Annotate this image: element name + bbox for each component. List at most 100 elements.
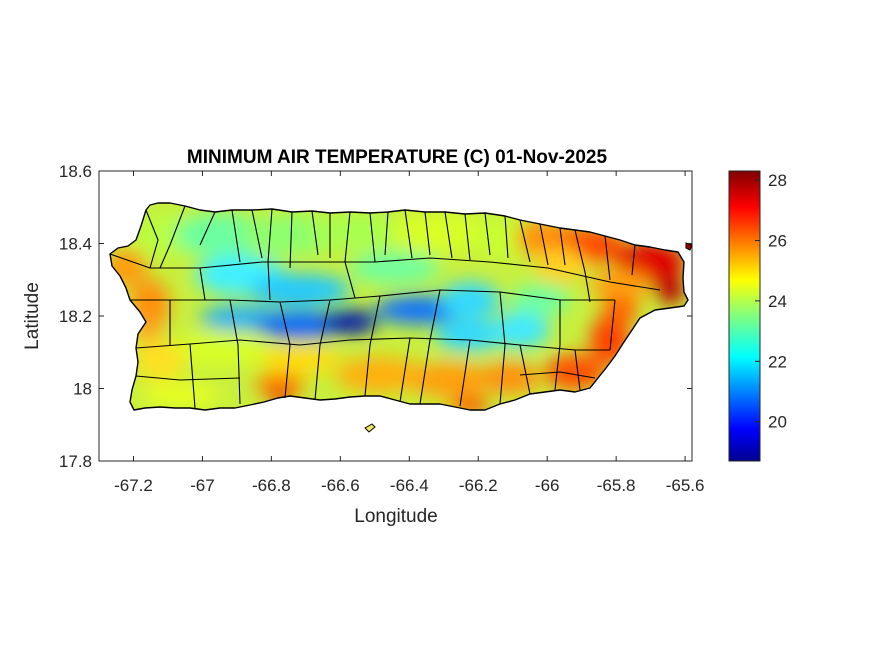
caja-de-muertos-island (364, 423, 376, 433)
municipality-boundary (344, 261, 356, 299)
municipality-boundary (279, 301, 291, 399)
x-tick-label: -66.4 (390, 476, 429, 495)
temperature-field (110, 212, 685, 410)
municipality-boundary (199, 211, 216, 246)
temperature-patch (310, 214, 410, 250)
y-tick-label: 18 (73, 380, 92, 399)
temperature-patch (135, 340, 185, 380)
municipality-boundary (584, 271, 591, 303)
municipality-boundary (444, 211, 453, 259)
municipality-boundary (604, 235, 611, 281)
temperature-patch (490, 312, 550, 348)
coastline (109, 202, 689, 411)
temperature-patch (510, 284, 570, 316)
temperature-patch (480, 362, 540, 394)
east-islet (685, 242, 693, 251)
municipality-boundary (199, 267, 206, 301)
municipality-boundary (384, 211, 389, 256)
colorbar-tick-label: 20 (768, 413, 787, 432)
municipality-boundary (109, 253, 661, 291)
municipality-boundary (311, 210, 319, 256)
temperature-patch (602, 296, 638, 324)
municipality-boundary (484, 212, 491, 256)
municipality-boundaries (109, 205, 661, 409)
municipality-boundary (135, 375, 241, 381)
municipality-boundary (631, 244, 636, 276)
temperature-patch (435, 319, 505, 351)
temperature-patch (655, 276, 685, 304)
x-tick-label: -66.2 (459, 476, 498, 495)
municipality-boundary (189, 343, 196, 409)
municipality-boundary (267, 261, 271, 301)
municipality-boundary (574, 229, 586, 273)
municipality-boundary (519, 371, 596, 379)
colorbar-tick-label: 24 (768, 292, 787, 311)
colorbar-tick-label: 26 (768, 231, 787, 250)
temperature-patch (170, 334, 270, 366)
temperature-patch (175, 213, 265, 257)
municipality-boundary (364, 295, 381, 397)
municipality-boundary (369, 212, 376, 263)
x-axis: -67.2 -67 -66.8 -66.6 -66.4 -66.2 -66 -65.8 -65.… (114, 171, 704, 495)
municipality-boundary (314, 299, 331, 401)
x-tick-label: -66.6 (321, 476, 360, 495)
municipality-boundary (229, 299, 241, 405)
municipality-boundary (419, 289, 441, 405)
x-tick-label: -65.6 (666, 476, 705, 495)
municipality-boundary (344, 211, 351, 263)
y-tick-label: 18.6 (59, 162, 92, 181)
temperature-patch (390, 212, 490, 252)
temperature-patch (140, 383, 220, 407)
temperature-patch (250, 274, 350, 306)
municipality-boundary (574, 349, 581, 391)
municipality-boundary (559, 227, 566, 266)
municipality-boundary (464, 213, 471, 261)
x-tick-label: -67.2 (114, 476, 153, 495)
colorbar: 20 22 24 26 28 (728, 170, 787, 462)
municipality-boundary (251, 209, 263, 259)
municipality-boundary (609, 299, 616, 351)
colorbar-tick-label: 22 (768, 352, 787, 371)
municipality-boundary (145, 209, 159, 269)
temperature-map (109, 202, 693, 433)
x-axis-label: Longitude (354, 506, 437, 527)
y-tick-label: 18.2 (59, 307, 92, 326)
temperature-patch (590, 269, 650, 301)
municipality-boundary (267, 208, 273, 263)
municipality-boundary (135, 337, 610, 351)
x-tick-label: -66.8 (252, 476, 291, 495)
municipality-boundary (459, 339, 471, 407)
temperature-patch (545, 354, 605, 390)
x-tick-label: -65.8 (597, 476, 636, 495)
municipality-boundary (499, 291, 506, 405)
temperature-patch (322, 310, 378, 334)
municipality-boundary (289, 211, 293, 269)
colorbar-gradient (728, 170, 761, 462)
municipality-boundary (399, 337, 411, 403)
temperature-patch (410, 362, 490, 398)
temperature-patch (470, 220, 530, 256)
temperature-patch (350, 252, 440, 284)
municipality-boundary (504, 215, 509, 259)
municipality-boundary (231, 209, 241, 263)
x-tick-label: -67 (190, 476, 215, 495)
temperature-patch (535, 247, 585, 283)
municipality-boundary (539, 223, 549, 266)
temperature-patch (335, 357, 425, 393)
colorbar-tick-label: 28 (768, 171, 787, 190)
municipality-boundary (159, 205, 186, 269)
temperature-patch (260, 346, 340, 374)
municipality-boundary (424, 211, 431, 256)
temperature-patch (255, 373, 305, 397)
y-axis-label: Latitude (22, 282, 43, 350)
chart-title: MINIMUM AIR TEMPERATURE (C) 01-Nov-2025 (187, 147, 608, 168)
y-tick-label: 18.4 (59, 235, 92, 254)
municipality-boundary (519, 344, 531, 395)
y-axis: 17.8 18 18.2 18.4 18.6 (59, 162, 692, 471)
municipality-boundary (404, 209, 413, 259)
x-tick-label: -66 (535, 476, 560, 495)
municipality-boundary (519, 219, 531, 263)
temperature-patch (440, 282, 500, 318)
municipality-boundary (554, 300, 561, 391)
